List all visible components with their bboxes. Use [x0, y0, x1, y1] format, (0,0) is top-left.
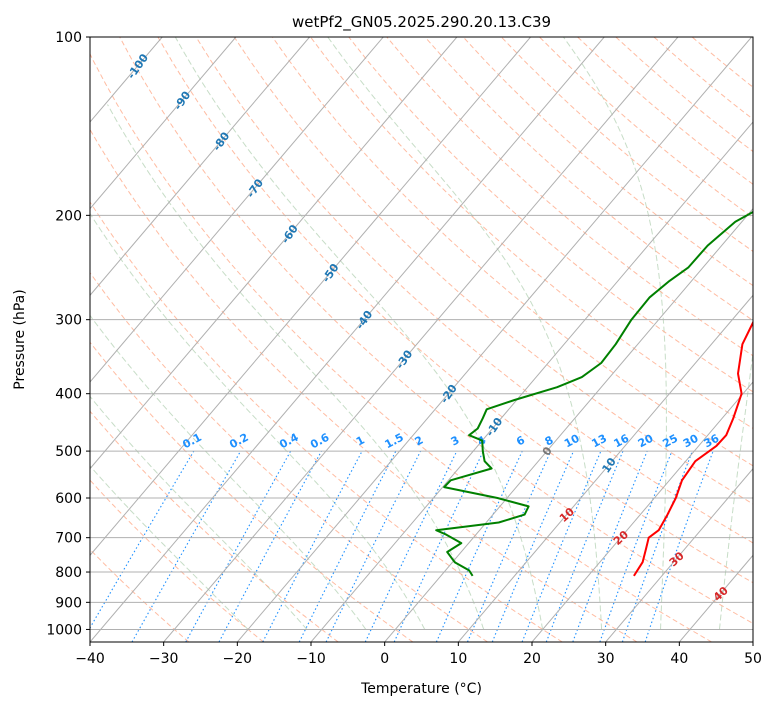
isotherm-line — [384, 207, 753, 642]
x-axis-label: Temperature (°C) — [360, 681, 482, 697]
isotherm-line — [163, 37, 679, 642]
x-tick-label: −40 — [75, 651, 105, 667]
sounding-profiles — [435, 210, 753, 577]
x-axis-ticks: −40 −30 −20 −10 0 10 20 30 40 50 — [75, 642, 762, 667]
mixing-ratio-label: 16 — [612, 432, 632, 451]
x-tick-label: 40 — [670, 651, 688, 667]
x-tick-label: 50 — [744, 651, 762, 667]
isotherm-line — [90, 37, 458, 470]
dry-adiabat-line — [119, 37, 753, 624]
dry-adiabat-line — [271, 37, 753, 467]
moist-adiabat-line — [90, 465, 249, 630]
y-tick-label: 800 — [55, 565, 82, 581]
dry-adiabat-line — [90, 128, 638, 642]
moist-adiabat-line — [327, 37, 603, 630]
moist-adiabats — [90, 37, 753, 630]
mixing-ratio-label: 10 — [562, 432, 582, 451]
y-tick-label: 900 — [55, 595, 82, 611]
isotherm-line — [90, 37, 605, 642]
dry-adiabat-line — [90, 410, 339, 642]
isotherm-line — [457, 294, 753, 642]
y-tick-label: 600 — [55, 491, 82, 507]
mixing-ratio-label: 30 — [681, 432, 701, 451]
moist-adiabat-line — [719, 349, 753, 630]
isotherm-line — [90, 37, 310, 297]
mixing-ratio-line — [545, 450, 624, 642]
y-tick-label: 1000 — [46, 622, 82, 638]
y-axis-ticks: 100 200 300 400 500 600 700 800 900 1000 — [46, 30, 90, 638]
isotherm-line — [90, 37, 237, 210]
mixing-ratio-line — [298, 450, 397, 642]
y-tick-label: 300 — [55, 313, 82, 329]
y-tick-label: 400 — [55, 387, 82, 403]
mixing-ratio-line — [572, 450, 648, 642]
y-tick-label: 200 — [55, 208, 82, 224]
isotherm-line — [310, 121, 753, 642]
mixing-ratio-line — [644, 450, 714, 642]
isotherm-line — [90, 37, 384, 383]
mixing-ratio-label: 13 — [589, 432, 609, 451]
dry-adiabat-line — [310, 37, 753, 430]
dry-adiabat-line — [90, 201, 563, 642]
mixing-ratio-line — [218, 450, 322, 642]
moist-adiabat-line — [107, 104, 485, 630]
mixing-ratio-lines — [90, 450, 714, 642]
y-axis-label: Pressure (hPa) — [12, 289, 28, 389]
mixing-ratio-line — [521, 450, 602, 642]
x-tick-label: −10 — [296, 651, 326, 667]
mixing-ratio-line — [325, 450, 422, 642]
dry-adiabat-line — [462, 37, 753, 287]
y-tick-label: 700 — [55, 531, 82, 547]
dry-adiabat-line — [386, 37, 753, 357]
dry-adiabat-line — [90, 271, 488, 642]
skewed-isotherms — [90, 37, 753, 642]
mixing-ratio-line — [435, 450, 523, 642]
isotherm-line — [236, 37, 752, 642]
y-tick-label: 500 — [55, 444, 82, 460]
dry-adiabat-line — [90, 479, 264, 642]
isotherm-line — [605, 467, 753, 642]
mixing-ratio-line — [621, 450, 693, 642]
x-tick-label: 0 — [380, 651, 389, 667]
x-tick-label: 10 — [449, 651, 467, 667]
moist-adiabat-line — [90, 395, 308, 630]
chart-title: wetPf2_GN05.2025.290.20.13.C39 — [292, 13, 551, 32]
mixing-ratio-line — [466, 450, 552, 642]
moist-adiabat-line — [90, 314, 367, 630]
x-tick-label: 30 — [597, 651, 615, 667]
moist-adiabat-line — [90, 212, 426, 630]
moist-adiabat-line — [562, 37, 667, 630]
temperature-profile — [633, 320, 753, 577]
dry-adiabat-line — [157, 37, 753, 584]
mixing-ratio-line — [185, 450, 292, 642]
x-tick-label: 20 — [523, 651, 541, 667]
mixing-ratio-label: 20 — [636, 432, 656, 451]
isotherm-line — [90, 37, 531, 557]
isotherm-line — [531, 381, 753, 642]
dry-adiabat-line — [424, 37, 753, 322]
y-tick-label: 100 — [55, 30, 82, 46]
pressure-gridlines — [90, 37, 753, 630]
dewpoint-profile — [435, 210, 753, 577]
x-tick-label: −20 — [223, 651, 253, 667]
mixing-ratio-line — [599, 450, 673, 642]
x-tick-label: −30 — [149, 651, 179, 667]
mixing-ratio-label: 25 — [660, 432, 680, 451]
plot-frame — [89, 36, 754, 643]
dry-adiabat-line — [233, 37, 753, 505]
